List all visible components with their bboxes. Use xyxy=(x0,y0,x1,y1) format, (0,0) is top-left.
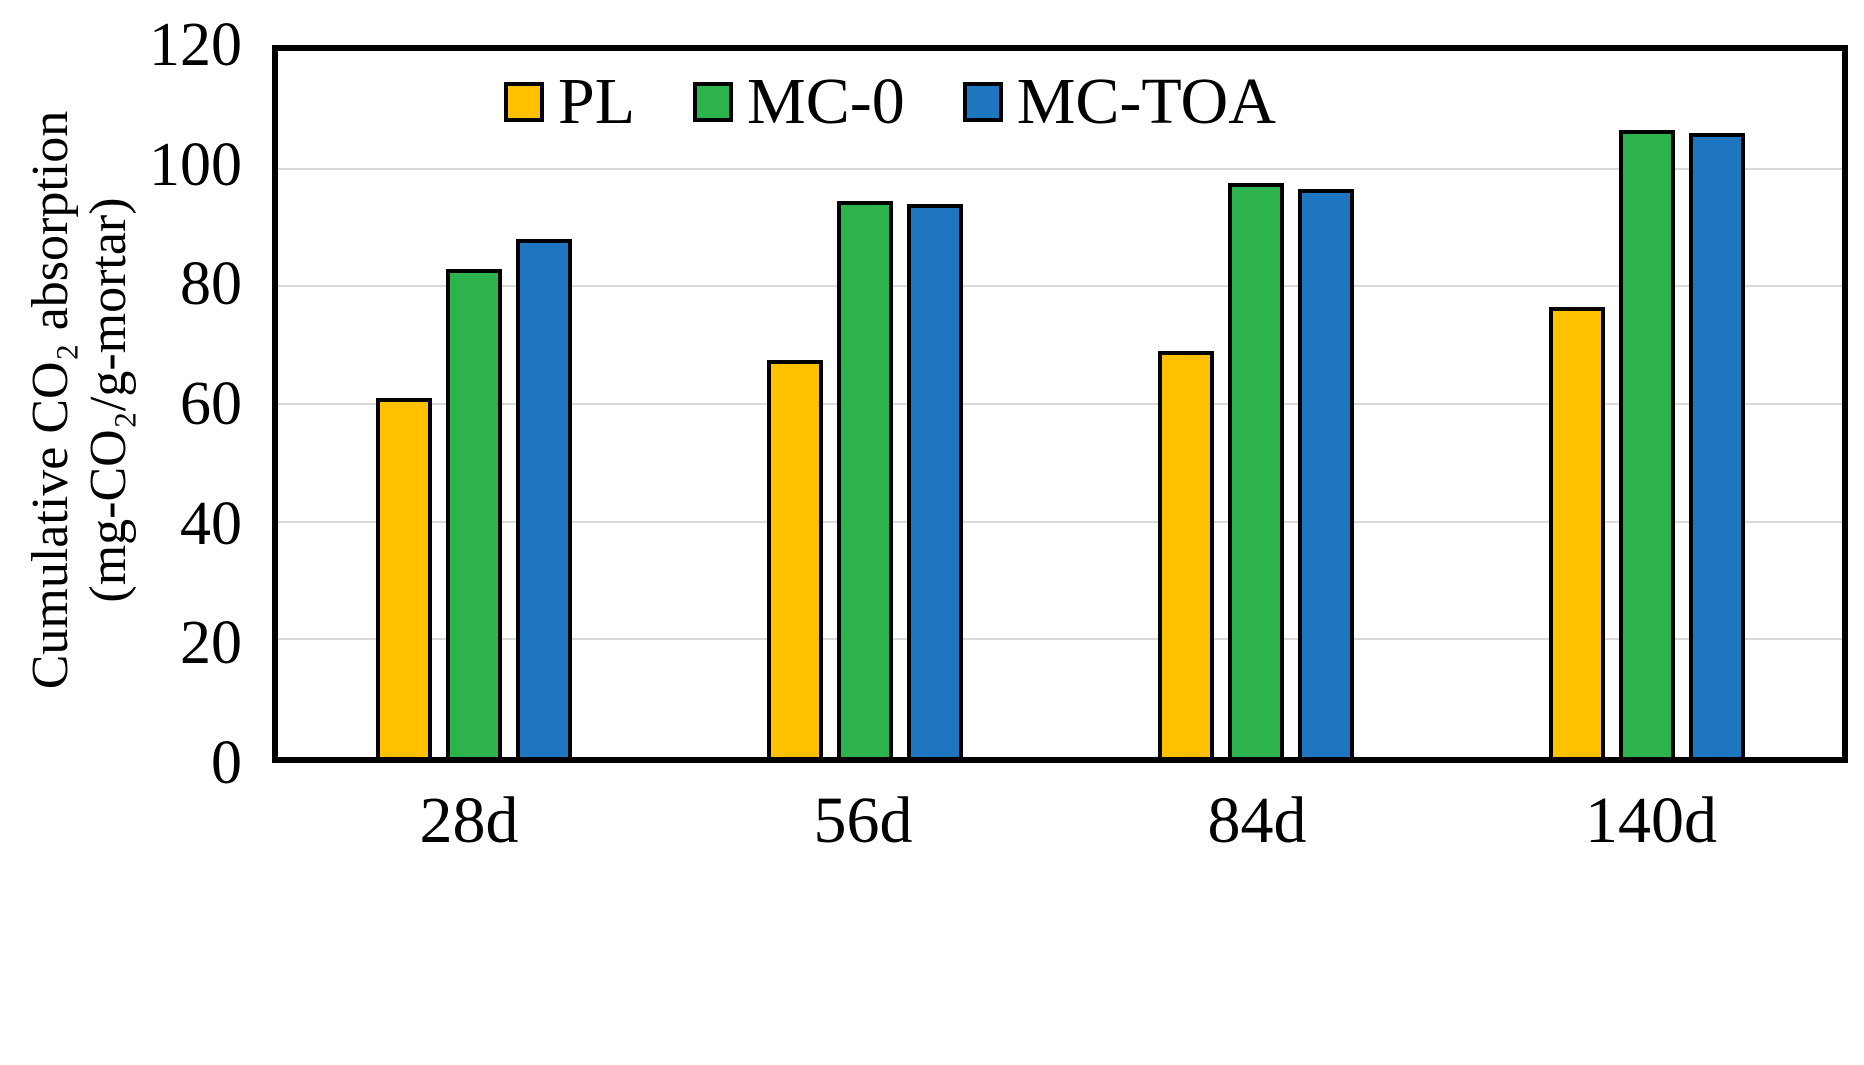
bar-mc-toa-140d xyxy=(1688,133,1745,757)
x-tick-label: 28d xyxy=(419,784,519,857)
x-tick-label: 56d xyxy=(813,784,913,857)
bar-group-28d xyxy=(278,51,669,757)
gridline xyxy=(278,285,1842,288)
bar-mc-toa-56d xyxy=(906,203,963,757)
bar-pl-56d xyxy=(766,359,823,757)
legend-swatch-mc-0 xyxy=(693,82,734,122)
legend-item-pl: PL xyxy=(504,69,635,135)
legend-label: MC-TOA xyxy=(1016,65,1276,138)
legend-swatch-mc-toa xyxy=(962,82,1003,122)
gridlines xyxy=(278,51,1842,757)
gridline xyxy=(278,638,1842,641)
bar-group-84d xyxy=(1060,51,1451,757)
bar-mc-0-28d xyxy=(445,268,502,757)
bar-mc-0-56d xyxy=(836,201,893,757)
y-tick-label: 100 xyxy=(149,130,242,199)
y-axis-ticks: 0 20 40 60 80 100 120 xyxy=(0,14,256,794)
bar-mc-0-140d xyxy=(1618,130,1675,757)
legend-swatch-pl xyxy=(504,82,544,122)
bar-mc-0-84d xyxy=(1227,183,1284,757)
bar-pl-84d xyxy=(1157,351,1214,757)
gridline xyxy=(278,403,1842,405)
plot-area: PL MC-0 MC-TOA xyxy=(272,45,1848,763)
x-tick-label: 140d xyxy=(1585,784,1717,857)
bar-group-140d xyxy=(1451,51,1842,757)
gridline xyxy=(278,167,1842,170)
y-tick-label: 60 xyxy=(180,370,242,438)
bar-pl-140d xyxy=(1548,306,1605,757)
bar-group-56d xyxy=(669,51,1060,757)
x-tick-label: 84d xyxy=(1207,784,1307,857)
legend-item-mc-toa: MC-TOA xyxy=(962,65,1276,138)
legend-label: PL xyxy=(558,65,636,138)
gridline xyxy=(278,520,1842,523)
x-axis-labels: 28d 56d 84d 140d xyxy=(272,788,1848,854)
bar-pl-28d xyxy=(375,398,432,757)
bar-groups xyxy=(278,51,1842,757)
y-tick-label: 80 xyxy=(180,250,242,319)
y-tick-label: 0 xyxy=(211,729,242,797)
legend-item-mc-0: MC-0 xyxy=(693,69,905,135)
y-tick-label: 40 xyxy=(180,489,242,558)
legend-label: MC-0 xyxy=(747,65,905,138)
legend: PL MC-0 MC-TOA xyxy=(504,69,1276,135)
y-tick-label: 20 xyxy=(180,609,242,678)
bar-mc-toa-84d xyxy=(1297,189,1354,757)
y-tick-label: 120 xyxy=(149,11,242,79)
bar-mc-toa-28d xyxy=(515,239,572,757)
